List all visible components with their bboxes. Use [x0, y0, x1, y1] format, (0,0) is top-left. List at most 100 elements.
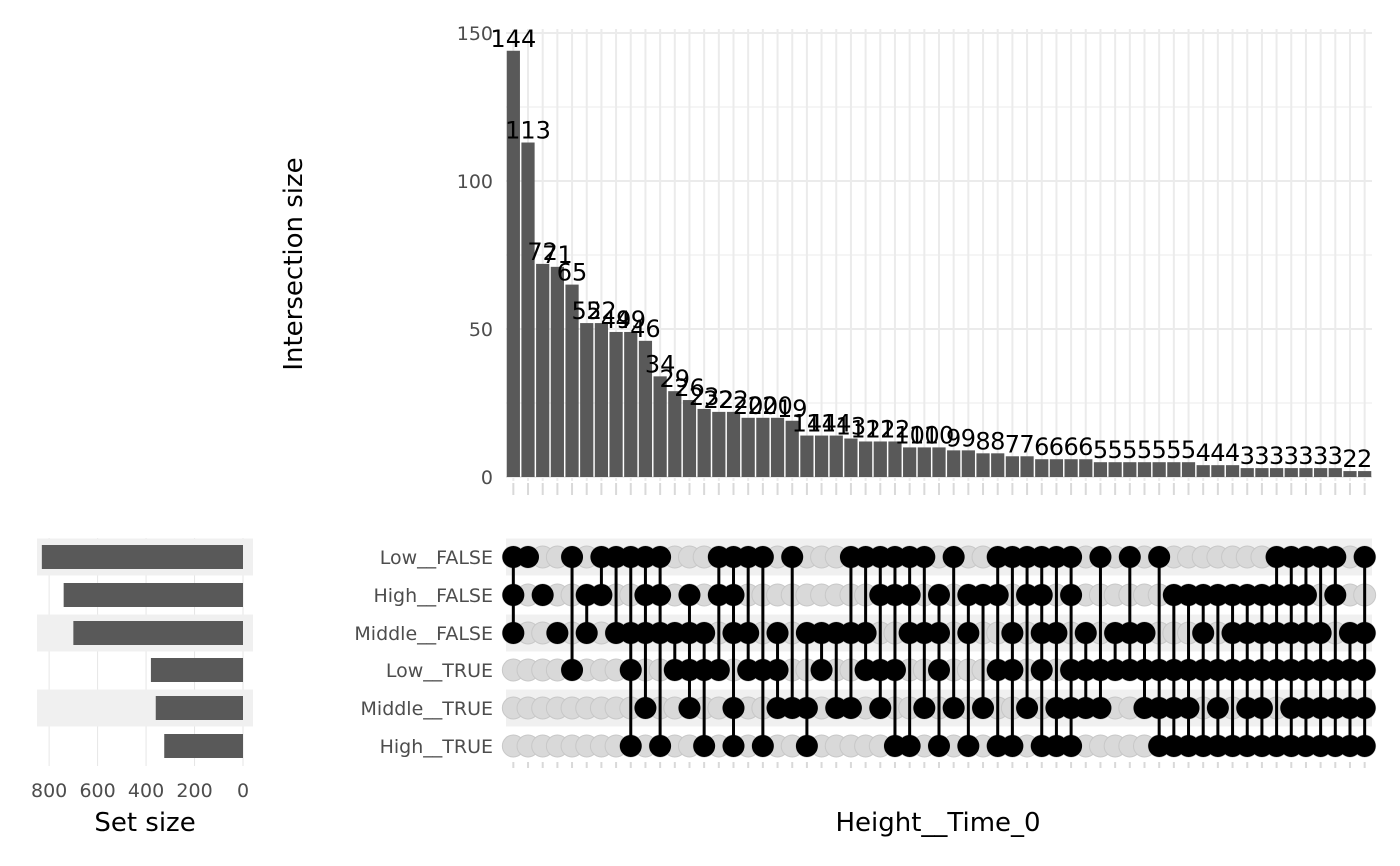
intersection-bar: [903, 447, 917, 477]
matrix-filled-dot: [561, 546, 584, 568]
intersection-bar-label: 4: [1225, 439, 1240, 467]
intersection-bar-label: 29: [660, 365, 691, 393]
set-size-title: Set size: [94, 808, 195, 838]
intersection-bar: [1328, 468, 1342, 477]
intersection-bar: [1284, 468, 1298, 477]
matrix-filled-dot: [1353, 659, 1376, 681]
matrix-filled-dot: [766, 659, 789, 681]
intersection-bar-label: 12: [850, 415, 881, 443]
y-axis-title: Intersection size: [279, 157, 309, 370]
matrix-filled-dot: [883, 659, 906, 681]
matrix-filled-dot: [1001, 622, 1024, 644]
intersection-bar: [565, 284, 579, 477]
intersection-bar: [712, 411, 726, 477]
set-size-bar: [73, 621, 244, 645]
intersection-matrix: [501, 545, 1377, 758]
intersection-bar-label: 4: [1210, 439, 1225, 467]
intersection-bar-label: 5: [1122, 436, 1137, 464]
intersection-bar-labels: 1441137271655252494946342926232222202020…: [490, 25, 1372, 473]
matrix-filled-dot: [561, 659, 584, 681]
matrix-filled-dot: [810, 659, 833, 681]
intersection-bar: [800, 435, 814, 477]
intersection-bar: [594, 323, 609, 477]
intersection-bar: [1093, 462, 1108, 477]
intersection-bar-label: 7: [1019, 430, 1034, 458]
matrix-filled-dot: [546, 622, 569, 644]
matrix-filled-dot: [781, 546, 804, 568]
intersection-bar-label: 4: [1196, 439, 1211, 467]
axes: 0 50 100 150 Low__FALSE High__FALSE Middle__FA…: [31, 23, 493, 802]
intersection-bar: [859, 441, 873, 477]
intersection-bar: [976, 453, 990, 477]
matrix-filled-dot: [1148, 546, 1171, 568]
matrix-filled-dot: [854, 622, 877, 644]
matrix-filled-dot: [869, 697, 892, 719]
intersection-bar-label: 7: [1005, 430, 1020, 458]
intersection-bar: [756, 417, 770, 477]
intersection-bar: [1152, 462, 1166, 477]
matrix-filled-dot: [619, 735, 642, 757]
matrix-filled-dot: [1045, 622, 1068, 644]
matrix-filled-dot: [531, 584, 554, 606]
intersection-bar-label: 9: [946, 424, 961, 452]
matrix-filled-dot: [1353, 735, 1376, 757]
matrix-filled-dot: [634, 697, 657, 719]
intersection-bar-label: 10: [894, 421, 925, 449]
intersection-bar-label: 3: [1298, 442, 1313, 470]
matrix-filled-dot: [1030, 659, 1053, 681]
matrix-filled-dot: [502, 584, 525, 606]
intersection-bar-label: 9: [961, 424, 976, 452]
matrix-filled-dot: [913, 697, 936, 719]
intersection-bar: [726, 411, 741, 477]
intersection-bar: [917, 447, 931, 477]
intersection-bar: [873, 441, 887, 477]
intersection-bar-label: 13: [836, 413, 867, 441]
intersection-bar: [814, 435, 829, 477]
matrix-filled-dot: [1060, 546, 1083, 568]
intersection-bar-label: 6: [1078, 433, 1093, 461]
matrix-filled-dot: [795, 697, 818, 719]
intersection-bar-label: 3: [1254, 442, 1269, 470]
intersection-bar: [1343, 471, 1357, 477]
matrix-filled-dot: [751, 546, 774, 568]
intersection-bar-label: 19: [777, 395, 808, 423]
intersection-bar-label: 12: [865, 415, 896, 443]
intersection-bar: [844, 438, 858, 477]
intersection-bar-label: 5: [1181, 436, 1196, 464]
matrix-filled-dot: [649, 735, 672, 757]
intersection-bar: [888, 441, 902, 477]
set-size-bar: [63, 583, 243, 607]
intersection-bar-label: 8: [990, 427, 1005, 455]
intersection-bar: [1269, 468, 1284, 477]
set-size-bars: [41, 545, 244, 758]
matrix-filled-dot: [1324, 584, 1347, 606]
intersection-bar: [1064, 459, 1078, 477]
matrix-filled-dot: [766, 622, 789, 644]
intersection-bar-label: 14: [792, 410, 823, 438]
matrix-filled-dot: [1324, 546, 1347, 568]
intersection-bar-label: 65: [557, 259, 588, 287]
intersection-bar-label: 52: [586, 297, 617, 325]
matrix-filled-dot: [957, 622, 980, 644]
intersection-bar: [697, 408, 711, 477]
intersection-bar: [1108, 462, 1122, 477]
intersection-bar: [624, 331, 638, 477]
intersection-bar: [1299, 468, 1313, 477]
matrix-filled-dot: [722, 584, 745, 606]
matrix-filled-dot: [898, 584, 921, 606]
matrix-filled-dot: [693, 735, 716, 757]
intersection-bar-label: 5: [1107, 436, 1122, 464]
intersection-bar: [638, 340, 653, 477]
matrix-filled-dot: [1353, 622, 1376, 644]
set-size-bar: [41, 545, 243, 569]
intersection-bar: [1049, 459, 1064, 477]
matrix-filled-dot: [693, 622, 716, 644]
matrix-filled-dot: [1089, 697, 1112, 719]
matrix-filled-dot: [942, 546, 965, 568]
intersection-bar: [521, 142, 535, 477]
matrix-filled-dot: [1192, 622, 1215, 644]
matrix-filled-dot: [1309, 622, 1332, 644]
intersection-bar: [741, 417, 755, 477]
intersection-bars: [506, 50, 1372, 477]
